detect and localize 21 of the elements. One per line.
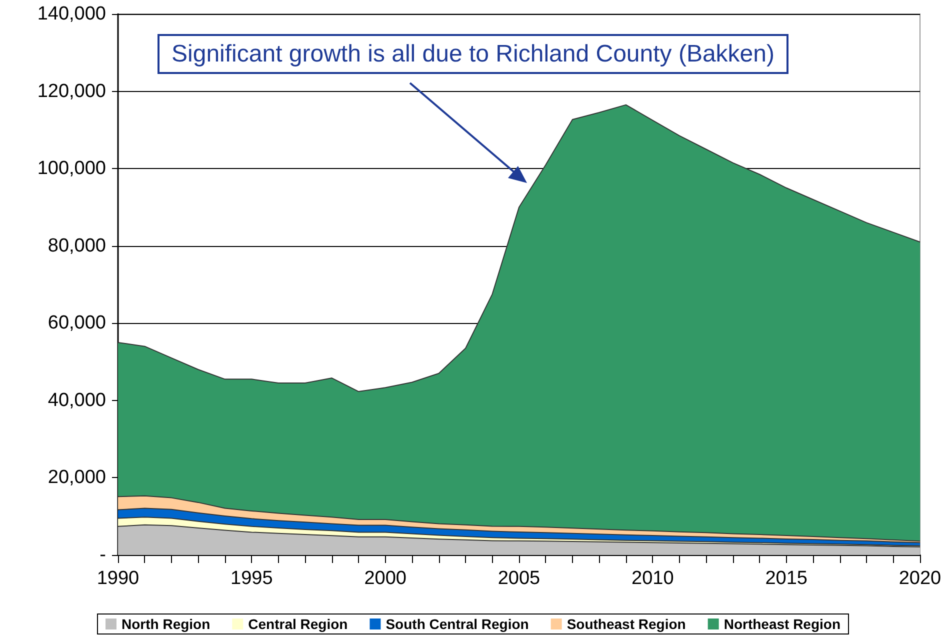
legend-label: Northeast Region: [724, 616, 841, 632]
x-tick-label: 2005: [498, 568, 540, 589]
legend-label: Southeast Region: [566, 616, 686, 632]
y-tick-label: 60,000: [48, 312, 106, 334]
x-tick-label: 2000: [364, 568, 406, 589]
x-tick-label: 1990: [96, 568, 140, 589]
x-tick-label: 1995: [230, 568, 273, 589]
x-tick-label: 2020: [898, 568, 942, 589]
x-tick-label: 2015: [765, 568, 808, 589]
legend-label: Central Region: [248, 616, 348, 632]
x-tick-label: 2010: [632, 568, 674, 589]
y-tick-label: 100,000: [37, 158, 106, 180]
y-tick-label: 80,000: [48, 235, 106, 256]
y-tick-label: 20,000: [48, 467, 106, 488]
y-tick-label: 140,000: [37, 4, 106, 24]
annotation: Significant growth is all due to Richland County (Bakken): [172, 40, 774, 68]
y-tick-label: 40,000: [48, 390, 106, 411]
legend-label: North Region: [121, 616, 210, 632]
y-tick-label: 120,000: [37, 80, 106, 102]
legend-label: South Central Region: [386, 616, 529, 632]
y-tick-label: -: [100, 544, 106, 566]
